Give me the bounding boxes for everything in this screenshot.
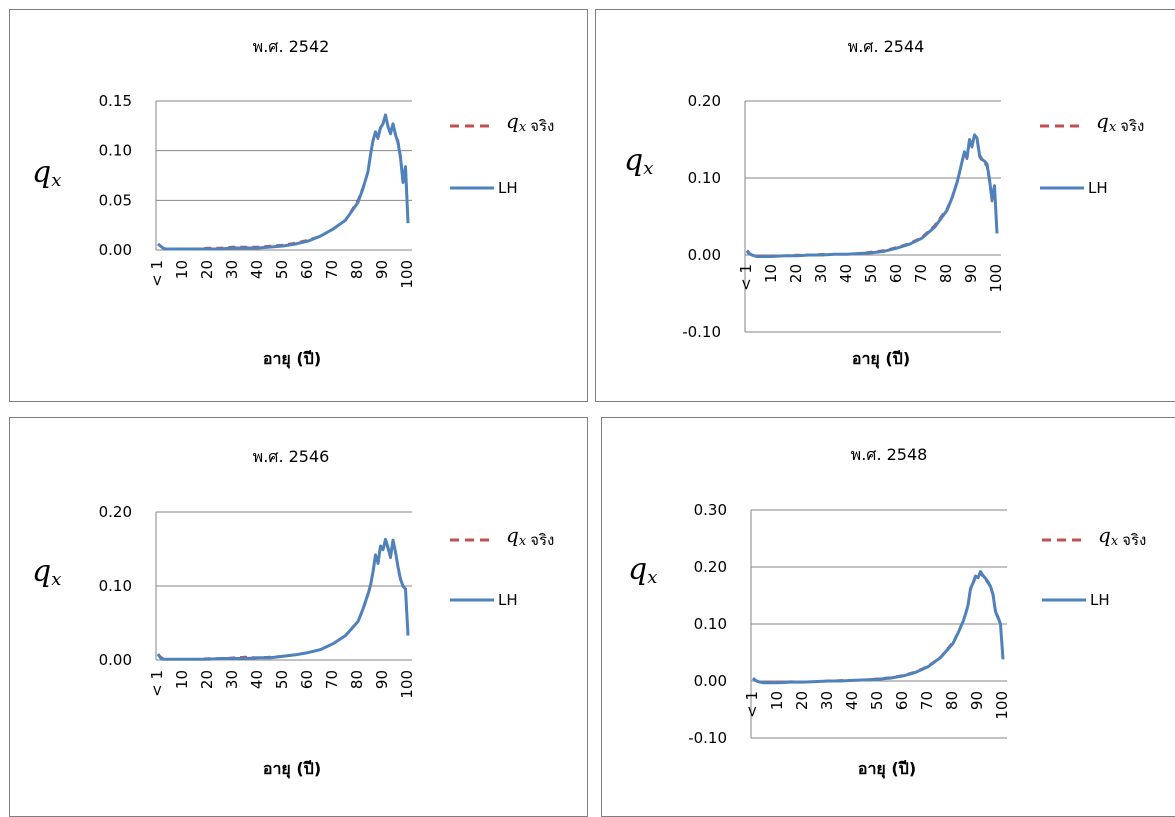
x-tick-label: 60 xyxy=(298,670,316,689)
x-tick-label: 80 xyxy=(937,264,955,283)
x-tick-label: 70 xyxy=(323,260,341,279)
legend-label-actual: qx จริง xyxy=(1098,523,1146,549)
y-tick-label: 0.00 xyxy=(694,672,727,690)
chart-panel-2548: พ.ศ. 2548 0.30 0.20 0.10 0.00 -0.10 < 1 10 20 30 4… xyxy=(601,417,1175,817)
series-lh-line xyxy=(156,537,410,661)
x-tick-label: 60 xyxy=(298,260,316,279)
x-tick-label: 40 xyxy=(843,691,861,710)
series-lh-line xyxy=(745,133,999,258)
x-tick-label: 90 xyxy=(968,691,986,710)
series-actual-line xyxy=(746,134,999,258)
chart-panel-2542: พ.ศ. 2542 0.15 0.10 0.05 0.00 < 1 10 20 30 40 50 60… xyxy=(9,9,588,402)
x-tick-label: 30 xyxy=(223,670,241,689)
x-tick-label: 30 xyxy=(818,691,836,710)
x-tick-label: 70 xyxy=(918,691,936,710)
x-tick-label: 100 xyxy=(398,260,416,289)
y-tick-label: 0.10 xyxy=(688,169,721,187)
x-axis-label: อายุ (ปี) xyxy=(263,759,321,779)
y-tick-label: 0.20 xyxy=(694,558,727,576)
x-tick-label: < 1 xyxy=(743,691,761,718)
y-tick-label: 0.30 xyxy=(694,501,727,519)
x-tick-label: 80 xyxy=(943,691,961,710)
x-tick-label: 20 xyxy=(787,264,805,283)
y-axis-label: qx xyxy=(628,552,657,588)
x-tick-label: 60 xyxy=(893,691,911,710)
x-tick-label: 50 xyxy=(273,670,291,689)
y-axis-label: qx xyxy=(32,554,61,590)
x-tick-label: 50 xyxy=(862,264,880,283)
chart-title: พ.ศ. 2544 xyxy=(848,37,925,56)
y-axis-label: qx xyxy=(624,143,653,179)
x-tick-label: 60 xyxy=(887,264,905,283)
y-tick-label: 0.20 xyxy=(99,503,132,521)
series-actual-line xyxy=(157,538,410,661)
x-tick-label: 80 xyxy=(348,670,366,689)
y-tick-label: 0.00 xyxy=(99,651,132,669)
x-tick-label: 20 xyxy=(793,691,811,710)
legend-label-lh: LH xyxy=(498,591,518,609)
series-actual-line xyxy=(157,114,410,251)
x-tick-label: 30 xyxy=(812,264,830,283)
x-axis-label: อายุ (ปี) xyxy=(858,759,916,779)
x-tick-label: 100 xyxy=(993,691,1011,720)
chart-svg-2542: พ.ศ. 2542 0.15 0.10 0.05 0.00 < 1 10 20 30 40 50 60… xyxy=(32,37,554,369)
series-lh-line xyxy=(157,113,410,251)
x-axis-label: อายุ (ปี) xyxy=(263,349,321,369)
chart-svg-2546: พ.ศ. 2546 0.20 0.10 0.00 < 1 10 20 30 40 50 60 70 80… xyxy=(32,447,554,779)
x-tick-label: 90 xyxy=(962,264,980,283)
y-tick-label: -0.10 xyxy=(688,729,727,747)
x-tick-label: < 1 xyxy=(148,670,166,697)
x-tick-label: 70 xyxy=(323,670,341,689)
legend-label-lh: LH xyxy=(1088,179,1108,197)
x-tick-label: 10 xyxy=(762,264,780,283)
legend-label-lh: LH xyxy=(498,179,518,197)
y-tick-label: 0.20 xyxy=(688,92,721,110)
x-tick-label: 10 xyxy=(173,260,191,279)
legend-label-lh: LH xyxy=(1090,591,1110,609)
legend-label-actual: qx จริง xyxy=(506,523,554,549)
chart-title: พ.ศ. 2548 xyxy=(851,445,928,464)
y-axis-label: qx xyxy=(32,155,61,191)
x-tick-label: 100 xyxy=(398,670,416,699)
x-tick-label: 100 xyxy=(987,264,1005,293)
x-tick-label: < 1 xyxy=(148,260,166,287)
x-tick-label: 70 xyxy=(912,264,930,283)
y-tick-label: 0.05 xyxy=(99,191,132,209)
x-tick-label: 90 xyxy=(373,670,391,689)
x-tick-label: 50 xyxy=(868,691,886,710)
x-tick-label: 20 xyxy=(198,260,216,279)
chart-panel-2544: พ.ศ. 2544 0.20 0.10 0.00 -0.10 < 1 10 20 30 40 50 6… xyxy=(595,9,1175,402)
chart-title: พ.ศ. 2542 xyxy=(253,37,330,56)
chart-title: พ.ศ. 2546 xyxy=(253,447,330,466)
y-tick-label: 0.10 xyxy=(694,615,727,633)
x-tick-label: 40 xyxy=(248,670,266,689)
chart-svg-2544: พ.ศ. 2544 0.20 0.10 0.00 -0.10 < 1 10 20 30 40 50 6… xyxy=(624,37,1144,369)
y-tick-label: 0.10 xyxy=(99,142,132,160)
series-lh-line xyxy=(751,570,1005,685)
chart-panel-2546: พ.ศ. 2546 0.20 0.10 0.00 < 1 10 20 30 40 50 60 70 80… xyxy=(9,417,588,817)
y-tick-label: -0.10 xyxy=(682,323,721,341)
legend-label-actual: qx จริง xyxy=(1096,109,1144,135)
x-tick-label: 10 xyxy=(768,691,786,710)
y-tick-label: 0.00 xyxy=(688,246,721,264)
x-tick-label: 50 xyxy=(273,260,291,279)
x-tick-label: 40 xyxy=(248,260,266,279)
x-tick-label: 80 xyxy=(348,260,366,279)
x-tick-label: 90 xyxy=(373,260,391,279)
chart-svg-2548: พ.ศ. 2548 0.30 0.20 0.10 0.00 -0.10 < 1 10 20 30 4… xyxy=(628,445,1146,779)
x-tick-label: 30 xyxy=(223,260,241,279)
x-axis-label: อายุ (ปี) xyxy=(852,349,910,369)
x-tick-label: 40 xyxy=(837,264,855,283)
x-tick-label: < 1 xyxy=(737,264,755,291)
legend-label-actual: qx จริง xyxy=(506,109,554,135)
y-tick-label: 0.15 xyxy=(99,92,132,110)
x-tick-label: 20 xyxy=(198,670,216,689)
y-tick-label: 0.10 xyxy=(99,577,132,595)
series-actual-line xyxy=(752,571,1005,684)
y-tick-label: 0.00 xyxy=(99,241,132,259)
x-tick-label: 10 xyxy=(173,670,191,689)
